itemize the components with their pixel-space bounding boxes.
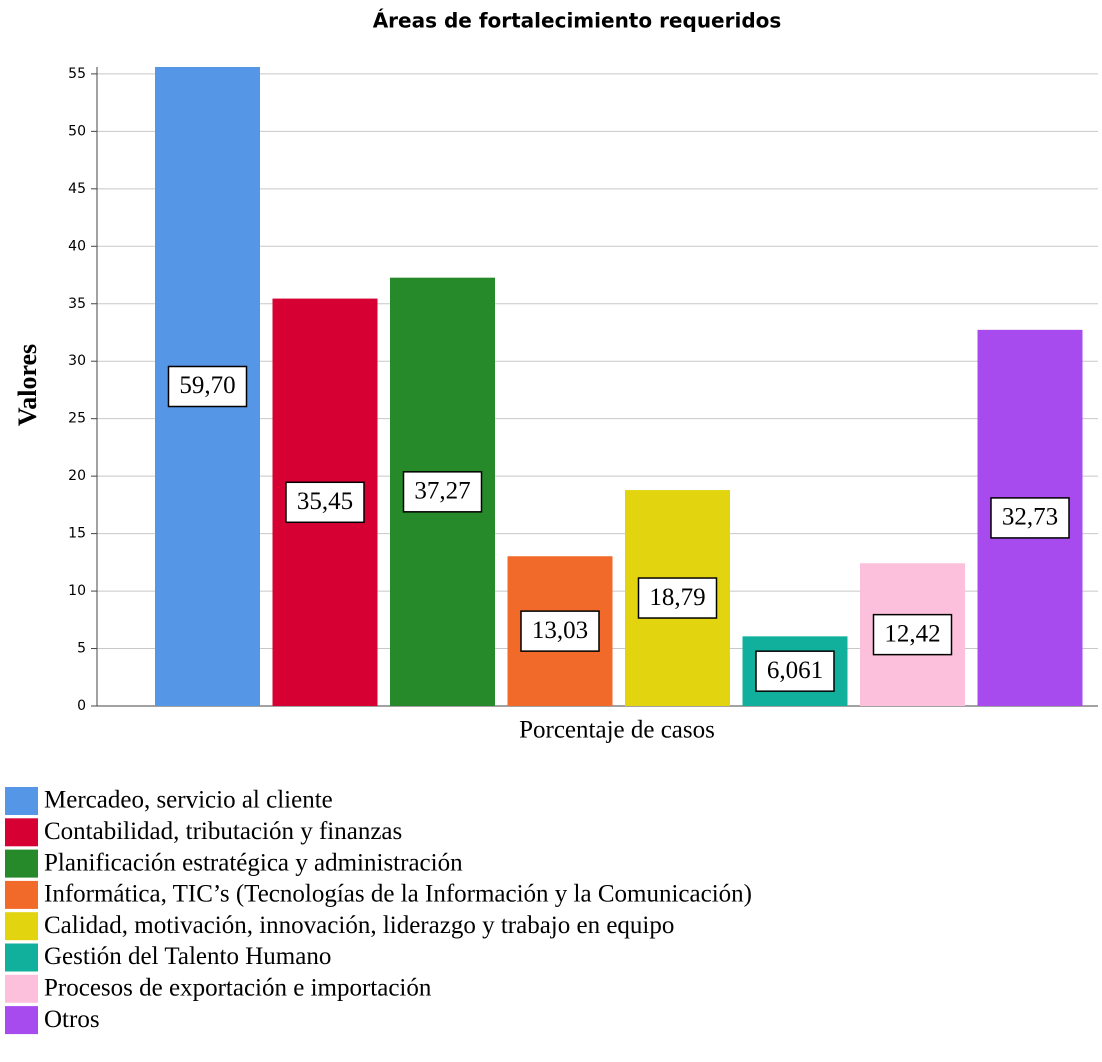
value-label-box bbox=[872, 613, 953, 656]
legend-swatch bbox=[5, 1006, 38, 1035]
y-tick-label: 0 bbox=[77, 698, 86, 714]
legend-label: Gestión del Talento Humano bbox=[44, 943, 331, 970]
y-tick-label: 40 bbox=[68, 238, 86, 254]
legend-label: Informática, TIC’s (Tecnologías de la In… bbox=[44, 881, 752, 908]
value-label: 32,73 bbox=[1002, 504, 1058, 531]
y-tick-label: 15 bbox=[68, 526, 86, 542]
y-tick-label: 35 bbox=[68, 296, 86, 312]
legend-label: Procesos de exportación e importación bbox=[44, 975, 432, 1002]
legend-label: Planificación estratégica y administraci… bbox=[44, 849, 463, 876]
legend-swatch bbox=[5, 943, 38, 972]
y-tick-label: 55 bbox=[68, 66, 86, 82]
x-tick-label: Porcentaje de casos bbox=[519, 717, 715, 744]
legend-label: Calidad, motivación, innovación, lideraz… bbox=[44, 912, 674, 939]
legend-swatch bbox=[5, 787, 38, 815]
value-label: 13,03 bbox=[532, 617, 588, 644]
value-label-box bbox=[755, 650, 835, 692]
value-label: 35,45 bbox=[297, 488, 353, 515]
y-tick-label: 5 bbox=[77, 641, 86, 657]
y-tick-label: 10 bbox=[68, 583, 86, 599]
value-label-box bbox=[637, 577, 718, 619]
legend-label: Otros bbox=[44, 1006, 100, 1033]
y-tick-label: 25 bbox=[68, 411, 86, 427]
value-label-box bbox=[167, 365, 248, 408]
value-label: 6,061 bbox=[767, 657, 823, 684]
legend-swatch bbox=[5, 849, 38, 878]
bars bbox=[155, 67, 1083, 706]
legend-swatch bbox=[5, 974, 38, 1003]
value-label: 18,79 bbox=[649, 584, 705, 611]
y-tick-label: 30 bbox=[68, 353, 86, 369]
value-label-box bbox=[520, 610, 600, 652]
legend-label: Mercadeo, servicio al cliente bbox=[44, 787, 333, 814]
value-label-box bbox=[285, 481, 365, 524]
value-label: 59,70 bbox=[179, 372, 235, 399]
value-label: 12,42 bbox=[884, 620, 940, 647]
legend-swatch bbox=[5, 880, 38, 909]
value-label: 37,27 bbox=[414, 478, 470, 505]
legend-swatch bbox=[5, 912, 38, 941]
y-tick-label: 50 bbox=[68, 123, 86, 139]
chart-title: Áreas de fortalecimiento requeridos bbox=[373, 9, 782, 33]
value-label-box bbox=[402, 471, 483, 513]
legend-swatch bbox=[5, 818, 38, 847]
legend-label: Contabilidad, tributación y finanzas bbox=[44, 818, 402, 845]
y-axis-label: Valores bbox=[13, 344, 42, 426]
y-tick-label: 20 bbox=[68, 468, 86, 484]
value-label-box bbox=[990, 497, 1070, 539]
y-tick-label: 45 bbox=[68, 181, 86, 197]
bar bbox=[155, 67, 260, 706]
